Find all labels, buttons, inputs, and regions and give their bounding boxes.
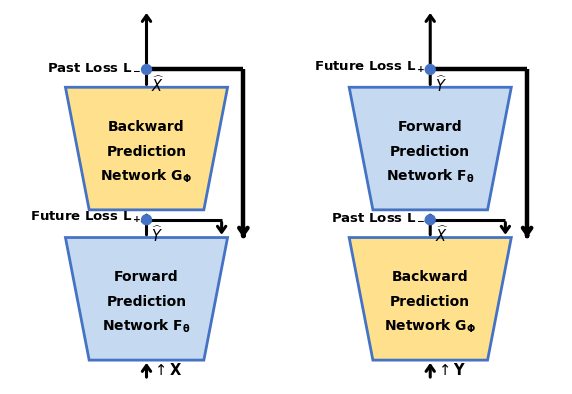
Text: Network $\mathbf{F_{\theta}}$: Network $\mathbf{F_{\theta}}$	[386, 167, 475, 185]
Polygon shape	[349, 87, 511, 210]
Text: $\widehat{X}$: $\widehat{X}$	[152, 75, 166, 95]
Circle shape	[426, 65, 435, 74]
Text: Past Loss $\mathbf{L_-}$: Past Loss $\mathbf{L_-}$	[47, 61, 141, 74]
Text: Network $\mathbf{G_{\Phi}}$: Network $\mathbf{G_{\Phi}}$	[384, 318, 476, 335]
Circle shape	[141, 215, 152, 225]
Polygon shape	[349, 238, 511, 360]
Text: Prediction: Prediction	[390, 145, 470, 158]
Text: Prediction: Prediction	[106, 295, 186, 309]
Text: Future Loss $\mathbf{L_+}$: Future Loss $\mathbf{L_+}$	[314, 60, 426, 75]
Circle shape	[426, 215, 435, 225]
Circle shape	[141, 65, 152, 74]
Text: Prediction: Prediction	[106, 145, 186, 158]
Text: $\uparrow\mathbf{X}$: $\uparrow\mathbf{X}$	[152, 362, 184, 378]
Text: Backward: Backward	[108, 120, 185, 134]
Text: $\widehat{Y}$: $\widehat{Y}$	[435, 75, 447, 95]
Text: Network $\mathbf{G_{\Phi}}$: Network $\mathbf{G_{\Phi}}$	[101, 167, 193, 185]
Text: Past Loss $\mathbf{L_-}$: Past Loss $\mathbf{L_-}$	[331, 211, 426, 224]
Text: $\uparrow\mathbf{Y}$: $\uparrow\mathbf{Y}$	[436, 362, 467, 378]
Polygon shape	[65, 87, 228, 210]
Text: Backward: Backward	[392, 270, 468, 284]
Text: $\widehat{X}$: $\widehat{X}$	[435, 226, 450, 245]
Text: Prediction: Prediction	[390, 295, 470, 309]
Text: Future Loss $\mathbf{L_+}$: Future Loss $\mathbf{L_+}$	[30, 210, 141, 225]
Text: Forward: Forward	[114, 270, 179, 284]
Polygon shape	[65, 238, 228, 360]
Text: Forward: Forward	[398, 120, 463, 134]
Text: $\widehat{Y}$: $\widehat{Y}$	[152, 226, 164, 245]
Text: Network $\mathbf{F_{\theta}}$: Network $\mathbf{F_{\theta}}$	[102, 318, 191, 335]
